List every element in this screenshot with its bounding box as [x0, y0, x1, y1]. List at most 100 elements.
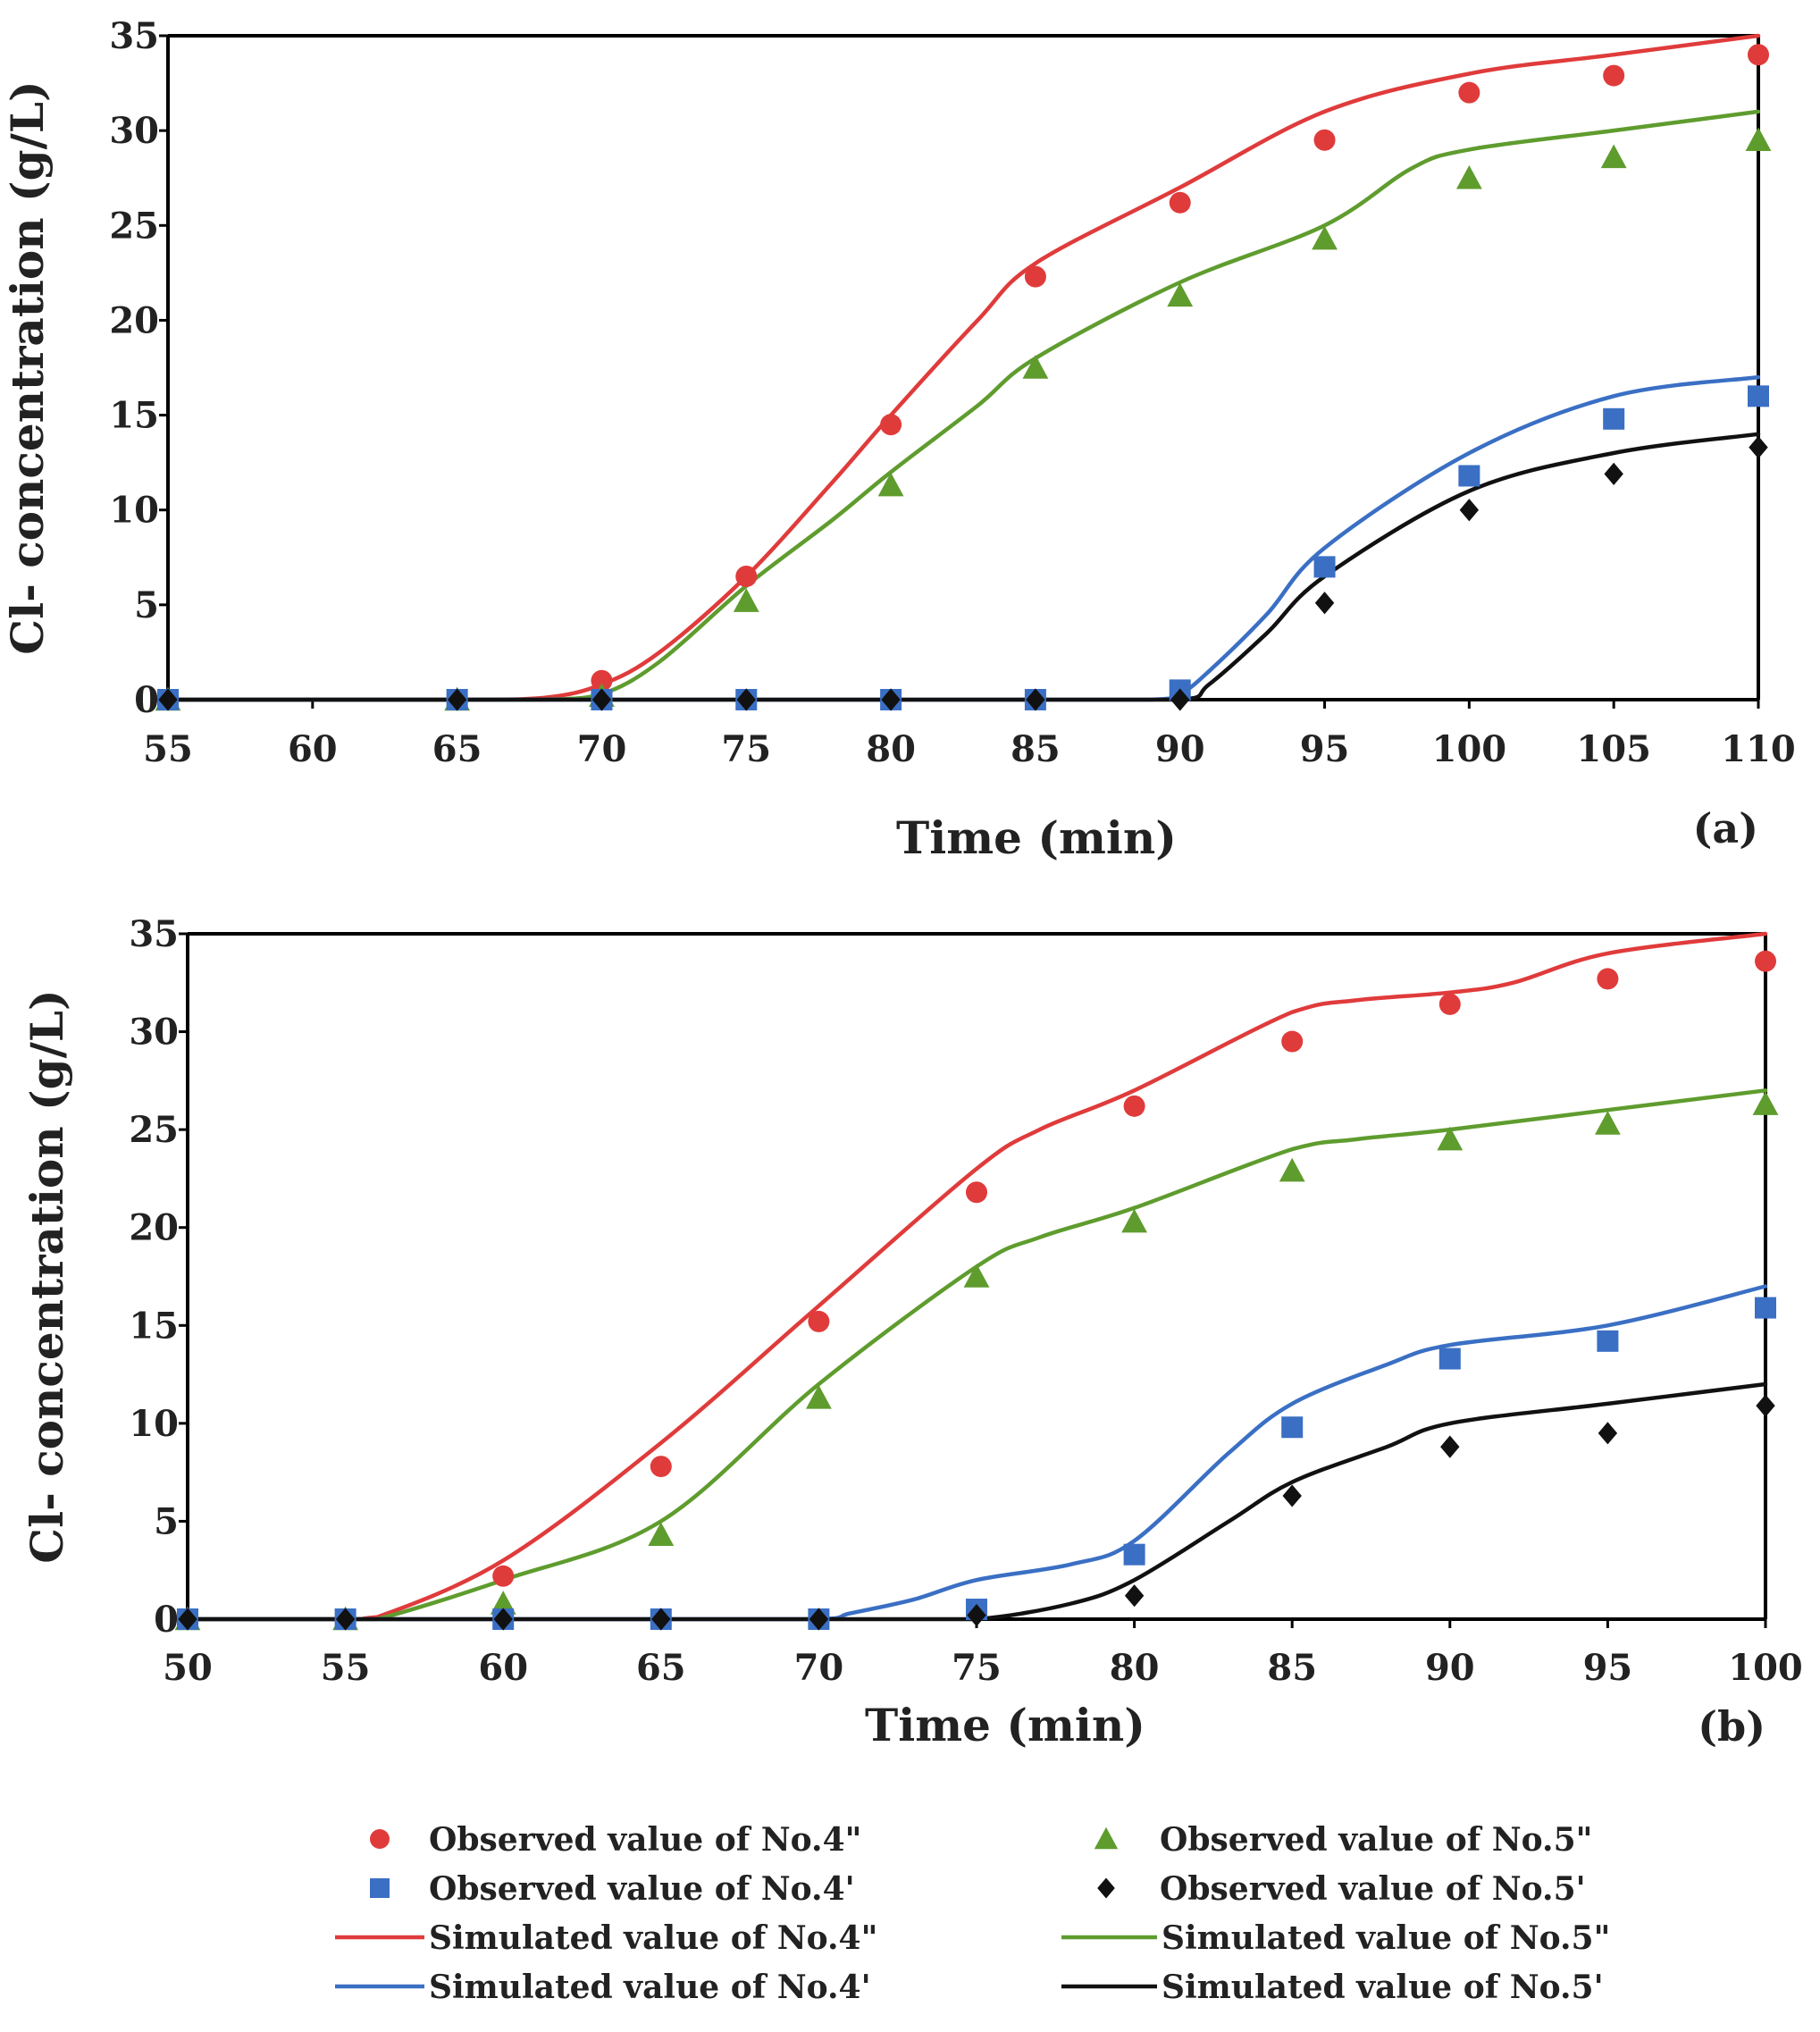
observed-data-point [966, 1181, 987, 1204]
panel-label: (a) [1693, 804, 1758, 852]
x-tick-label: 100 [1432, 728, 1507, 770]
observed-data-point [1749, 436, 1768, 459]
y-tick-label: 30 [129, 1012, 179, 1054]
observed-data-point [1312, 225, 1338, 250]
x-tick-label: 65 [432, 728, 482, 770]
legend-label: Simulated value of No.4" [429, 1919, 877, 1957]
chart-panel-b: 50 55 60 65 70 75 80 85 90 95 100 0 5 10 15 20 25 30 35 Tim… [21, 913, 1803, 1751]
observed-data-point [1604, 462, 1623, 485]
observed-data-point [1438, 1348, 1461, 1370]
x-tick-label: 80 [1110, 1647, 1160, 1689]
observed-data-point [963, 1264, 990, 1288]
observed-data-point [880, 414, 902, 436]
observed-data-point [591, 688, 612, 711]
observed-data-point [1123, 1543, 1145, 1566]
observed-data-point [178, 1608, 197, 1631]
y-tick-label: 5 [134, 584, 159, 626]
observed-data-point [651, 1608, 671, 1631]
observed-data-point [1459, 499, 1480, 522]
observed-data-point [1603, 64, 1625, 87]
observed-data-point [1600, 144, 1627, 169]
x-tick-label: 65 [636, 1647, 686, 1689]
x-tick-label: 95 [1300, 728, 1350, 770]
x-tick-label: 80 [866, 728, 916, 770]
observed-data-point [1124, 1584, 1145, 1608]
y-axis-title: Cl- concentration (g/L) [1, 80, 54, 654]
observed-data-point [1748, 385, 1769, 407]
observed-data-point [1458, 81, 1480, 104]
x-tick-label: 85 [1011, 728, 1061, 770]
y-tick-label: 15 [129, 1305, 179, 1347]
y-tick-label: 0 [154, 1599, 179, 1641]
legend-marker [370, 1829, 390, 1849]
legend: Observed value of No.4" Observed value of… [335, 1821, 1610, 2006]
simulated-series-line [185, 1284, 1768, 1622]
y-tick-label: 35 [129, 913, 179, 955]
x-tick-label: 60 [478, 1647, 528, 1689]
observed-data-point [1282, 1484, 1302, 1507]
observed-data-point [733, 588, 759, 612]
simulated-series-line [185, 1381, 1768, 1622]
observed-data-point [1458, 465, 1480, 487]
x-tick-label: 90 [1425, 1647, 1475, 1689]
observed-data-point [1755, 1297, 1776, 1319]
observed-data-point [158, 688, 178, 711]
observed-data-point [1281, 1030, 1304, 1053]
observed-data-point [1755, 950, 1776, 972]
observed-data-point [1437, 1126, 1464, 1151]
x-tick-label: 50 [163, 1647, 213, 1689]
legend-marker [370, 1878, 390, 1898]
x-tick-label: 75 [952, 1647, 1002, 1689]
y-axis-title: Cl- concentration (g/L) [21, 989, 73, 1563]
observed-data-point [1597, 1330, 1619, 1352]
observed-data-point [1438, 993, 1461, 1015]
observed-data-point [1170, 688, 1190, 711]
observed-data-point [1121, 1208, 1147, 1233]
observed-data-point [736, 688, 756, 711]
simulated-series-line [165, 109, 1761, 702]
observed-data-point [1313, 129, 1336, 151]
legend-marker [1094, 1826, 1119, 1850]
y-tick-label: 25 [129, 1109, 179, 1151]
observed-data-point [1455, 164, 1482, 189]
chart-panel-a: 55 60 65 70 75 80 85 90 95 100 105 110 0 5 10 15 20 25 30 3… [1, 15, 1796, 864]
x-tick-label: 55 [321, 1647, 371, 1689]
simulated-series-line [185, 931, 1768, 1622]
observed-data-point [1598, 1422, 1618, 1445]
observed-data-point [591, 669, 613, 692]
observed-data-point [1022, 355, 1049, 379]
observed-data-point [1440, 1435, 1460, 1458]
observed-data-point [1756, 1394, 1775, 1417]
observed-data-point [650, 1456, 672, 1478]
x-axis-title: Time (min) [865, 1699, 1145, 1751]
observed-data-point [1314, 592, 1335, 615]
x-tick-label: 60 [288, 728, 338, 770]
observed-data-point [648, 1522, 675, 1547]
y-tick-label: 30 [109, 110, 159, 152]
observed-data-point [1167, 282, 1194, 307]
y-tick-label: 0 [134, 679, 159, 721]
observed-data-point [1745, 127, 1772, 151]
observed-data-point [877, 472, 904, 497]
y-tick-label: 20 [129, 1207, 179, 1249]
observed-data-point [1597, 968, 1619, 990]
y-tick-label: 10 [109, 490, 159, 532]
legend-label: Simulated value of No.5' [1162, 1969, 1604, 2006]
observed-data-point [1595, 1111, 1621, 1135]
x-tick-label: 55 [143, 728, 193, 770]
y-tick-label: 5 [154, 1500, 179, 1542]
legend-label: Simulated value of No.5" [1162, 1919, 1610, 1957]
y-tick-label: 25 [109, 205, 159, 247]
observed-data-point [1313, 556, 1336, 578]
x-tick-label: 85 [1267, 1647, 1317, 1689]
legend-label: Simulated value of No.4' [429, 1969, 871, 2006]
observed-data-point [493, 1608, 513, 1631]
observed-data-point [1123, 1095, 1145, 1117]
legend-label: Observed value of No.4' [429, 1870, 855, 1908]
observed-data-point [808, 1310, 830, 1332]
legend-label: Observed value of No.4" [429, 1821, 861, 1859]
y-tick-label: 10 [129, 1403, 179, 1445]
observed-data-point [1748, 44, 1769, 66]
legend-label: Observed value of No.5" [1160, 1821, 1592, 1859]
